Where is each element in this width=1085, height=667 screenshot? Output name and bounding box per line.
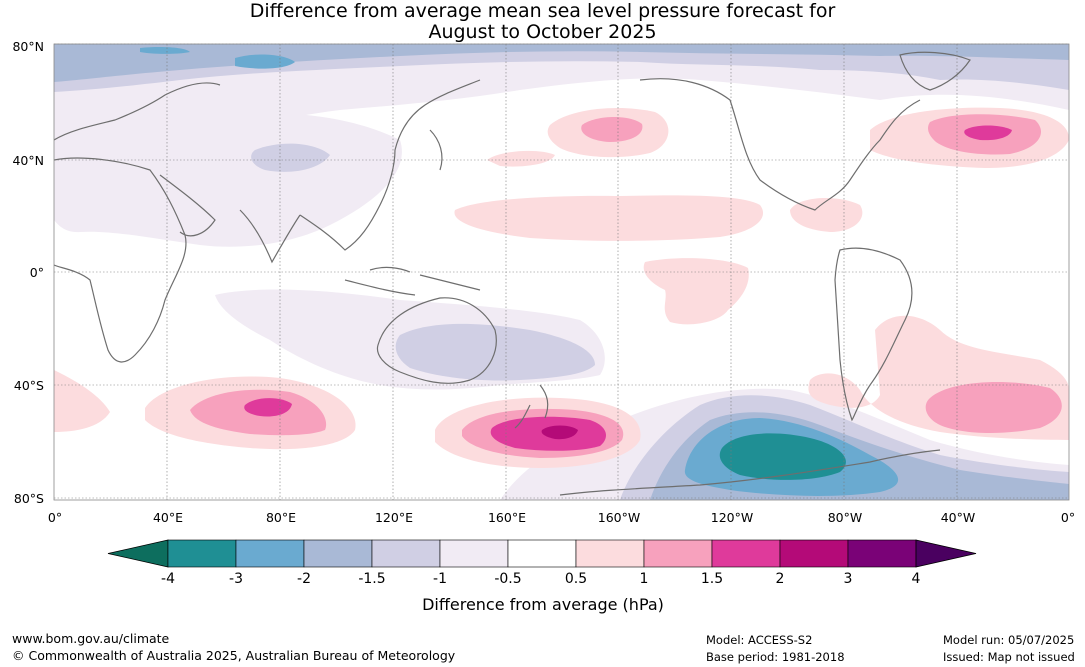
- colorbar-tick-label: 0.5: [565, 571, 587, 587]
- lon-label: 120°W: [711, 510, 753, 525]
- europe-coast: [54, 82, 221, 141]
- natlantic-high-core: [964, 125, 1012, 141]
- lat-label: 40°N: [12, 153, 44, 168]
- colorbar-tick-label: -3: [229, 571, 243, 587]
- indonesia-outline: [344, 266, 481, 296]
- colorbar-ticks: -4 -3 -2 -1.5 -1 -0.5 0.5 1 1.5 2 3 4: [161, 571, 921, 587]
- npacific-high-core: [581, 116, 643, 142]
- arabia-coast: [159, 174, 216, 237]
- colorbar-swatch: [507, 539, 577, 568]
- lon-label: 40°W: [941, 510, 976, 525]
- colorbar-swatch: [303, 539, 373, 568]
- anomaly-fields: [54, 44, 1069, 500]
- map-title-line1: Difference from average mean sea level p…: [249, 0, 836, 22]
- colorbar-swatch: [167, 539, 237, 568]
- east-asia-coast: [299, 79, 481, 251]
- colorbar-extend-low: [107, 539, 169, 568]
- arctic-low-outer: [54, 44, 1069, 157]
- latitude-labels: 80°N 40°N 0° 40°S 80°S: [12, 39, 44, 506]
- asia-negative: [54, 112, 402, 247]
- antarctica-coast: [559, 449, 941, 496]
- colorbar-tick-label: -0.5: [494, 571, 521, 587]
- colorbar-swatch: [235, 539, 305, 568]
- colorbar-swatch: [779, 539, 849, 568]
- lat-label: 0°: [30, 265, 44, 280]
- lon-label: 40°E: [153, 510, 183, 525]
- asia-negative-core: [251, 143, 330, 172]
- colorbar-tick-label: -1.5: [358, 571, 385, 587]
- map-frame: [53, 43, 1070, 501]
- lon-label: 0°: [1061, 510, 1075, 525]
- south-atlantic-positive-mid: [925, 382, 1062, 434]
- longitude-labels: 0° 40°E 80°E 120°E 160°E 160°W 120°W 80°…: [48, 510, 1075, 525]
- north-america-coast: [639, 78, 921, 211]
- colorbar-tick-label: -1: [433, 571, 447, 587]
- tasman-high-core: [541, 425, 578, 440]
- colorbar-tick-label: 3: [844, 571, 853, 587]
- colorbar-swatch: [643, 539, 713, 568]
- colorbar-tick-label: 1.5: [701, 571, 723, 587]
- lon-label: 0°: [48, 510, 62, 525]
- arctic-low-inner: [54, 44, 1069, 82]
- coastlines: [54, 51, 971, 496]
- lat-label: 80°S: [14, 491, 44, 506]
- lon-label: 160°W: [598, 510, 640, 525]
- colorbar-swatches: [107, 539, 977, 568]
- lat-label: 40°S: [14, 378, 44, 393]
- colorbar-swatch: [371, 539, 441, 568]
- australia-coast: [376, 297, 497, 384]
- colorbar-tick-label: 1: [640, 571, 649, 587]
- colorbar-tick-label: 4: [912, 571, 921, 587]
- footer-model: Model: ACCESS-S2: [706, 633, 813, 647]
- colorbar-swatch: [439, 539, 509, 568]
- new-zealand-outline: [514, 384, 549, 429]
- lon-label: 80°W: [828, 510, 863, 525]
- lon-label: 120°E: [375, 510, 413, 525]
- lon-label: 160°E: [488, 510, 526, 525]
- footer-model-run: Model run: 05/07/2025: [943, 633, 1075, 647]
- map-title-line2: August to October 2025: [428, 21, 657, 43]
- sindian-west-positive: [54, 370, 110, 432]
- colorbar-swatch: [847, 539, 917, 568]
- footer-issued: Issued: Map not issued: [943, 650, 1075, 664]
- colorbar-tick-label: -2: [297, 571, 311, 587]
- footer-copyright: © Commonwealth of Australia 2025, Austra…: [12, 648, 456, 663]
- pressure-anomaly-map: 80°N 40°N 0° 40°S 80°S 0° 40°E 80°E 120°…: [12, 39, 1075, 525]
- npacific-small-positive: [487, 150, 555, 167]
- south-america-coast: [834, 247, 913, 422]
- colorbar-tick-label: 2: [776, 571, 785, 587]
- pacific-positive-south: [643, 258, 749, 325]
- footer-base-period: Base period: 1981-2018: [706, 650, 845, 664]
- colorbar-label: Difference from average (hPa): [422, 595, 664, 614]
- lon-label: 80°E: [266, 510, 296, 525]
- arctic-low-core: [140, 47, 295, 69]
- footer-url: www.bom.gov.au/climate: [12, 631, 170, 646]
- africa-coast: [54, 157, 187, 363]
- greenland-outline: [899, 51, 971, 91]
- colorbar-extend-high: [915, 539, 977, 568]
- pacific-positive-band: [454, 195, 764, 241]
- colorbar-swatch: [711, 539, 781, 568]
- colorbar-swatch: [575, 539, 645, 568]
- lat-label: 80°N: [12, 39, 44, 54]
- japan-outline: [429, 129, 443, 171]
- india-coast: [239, 209, 301, 264]
- colorbar-tick-label: -4: [161, 571, 175, 587]
- southern-pacific-negative-core: [719, 433, 846, 480]
- australia-negative: [395, 323, 595, 381]
